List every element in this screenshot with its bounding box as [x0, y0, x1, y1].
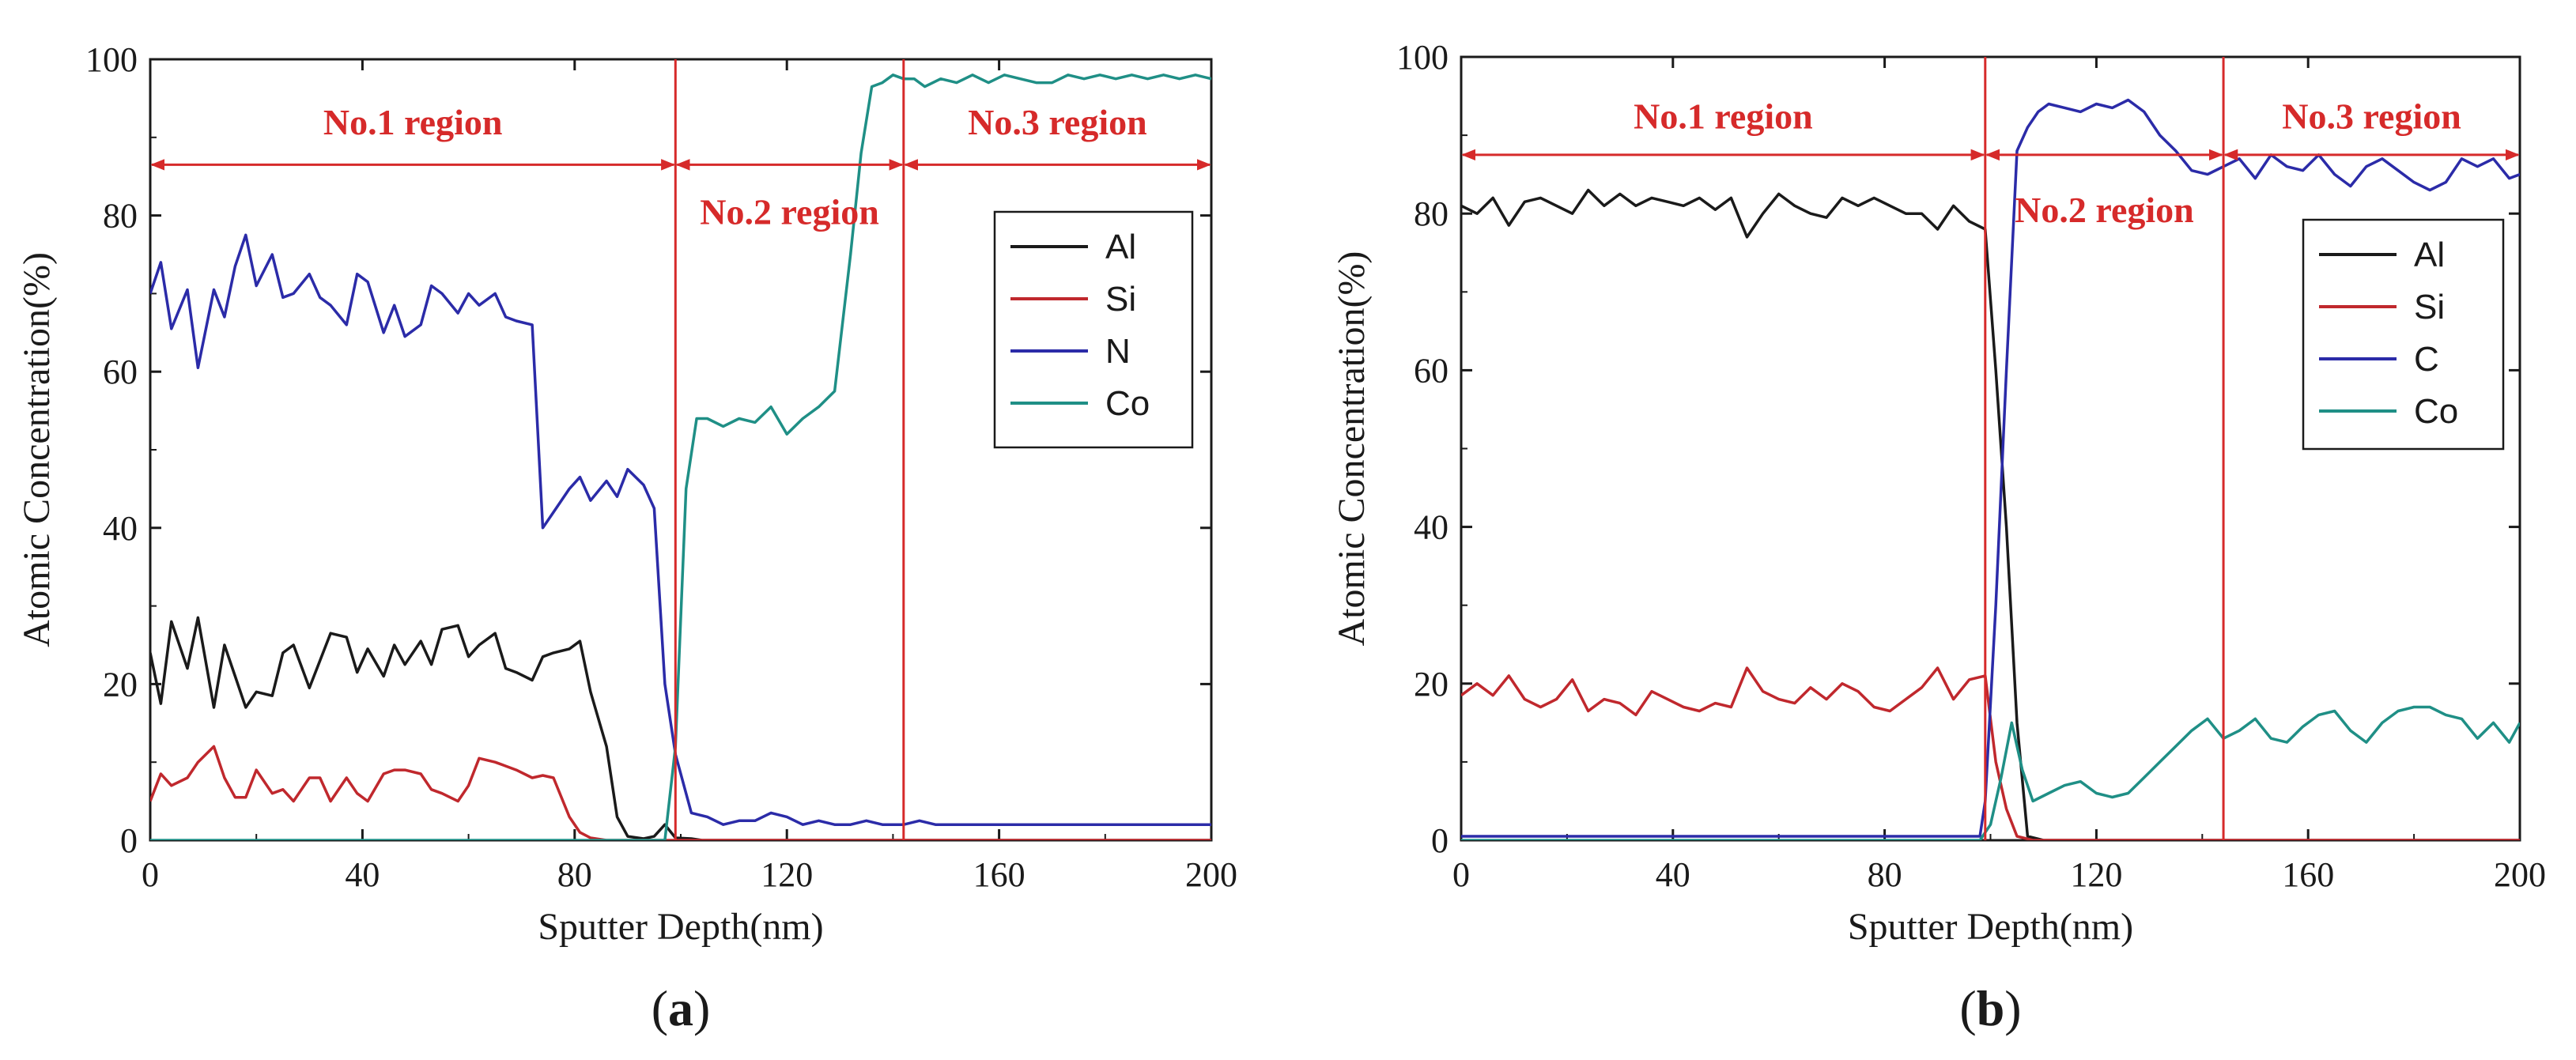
legend-label: Co: [1105, 384, 1150, 423]
region-label: No.3 region: [968, 102, 1147, 142]
x-axis-label: Sputter Depth(nm): [1848, 906, 2133, 948]
legend-label: C: [2414, 340, 2439, 379]
y-tick-label: 0: [1431, 821, 1449, 860]
x-tick-label: 160: [973, 855, 1025, 894]
region-label: No.3 region: [2282, 96, 2461, 136]
x-tick-label: 120: [761, 855, 813, 894]
y-tick-label: 80: [1414, 194, 1449, 233]
panel-label: (a): [652, 980, 711, 1036]
legend-label: N: [1105, 332, 1131, 371]
panel-a-chart: 0 40 80 120 160 200 0 20 40 60 80 100 Sputter Depth(…: [16, 40, 1237, 1036]
panel-letter: a: [668, 980, 693, 1036]
x-tick-label: 0: [1452, 855, 1470, 894]
x-tick-label: 80: [557, 855, 592, 894]
series-line-c: [1461, 98, 2520, 838]
series-line-si: [1461, 666, 2520, 840]
region-label: No.2 region: [2015, 190, 2194, 230]
panel-b-chart: 0 40 80 120 160 200 0 20 40 60 80 100 Sputter Depth(…: [1331, 38, 2546, 1036]
legend-label: Si: [1105, 280, 1136, 319]
y-tick-label: 20: [103, 665, 138, 704]
region-label: No.2 region: [700, 192, 879, 232]
y-tick-label: 20: [1414, 665, 1449, 704]
series-line-co: [1461, 705, 2520, 840]
region-label: No.1 region: [1634, 96, 1813, 136]
y-tick-label: 40: [103, 509, 138, 548]
region-label: No.1 region: [323, 102, 503, 142]
y-axis-label: Atomic Concentration(%): [1331, 251, 1373, 647]
panel-letter: b: [1977, 980, 2005, 1036]
y-tick-label: 0: [120, 821, 138, 860]
panel-label: (b): [1959, 980, 2021, 1036]
series-group: [1461, 98, 2520, 840]
y-tick-label: 60: [1414, 351, 1449, 390]
legend-label: Al: [2414, 236, 2445, 274]
y-tick-label: 40: [1414, 508, 1449, 547]
x-tick-label: 40: [345, 855, 380, 894]
series-group: [150, 74, 1211, 840]
y-tick-label: 80: [103, 197, 138, 236]
x-tick-label: 80: [1868, 855, 1902, 894]
y-tick-label: 100: [1396, 38, 1449, 77]
plot-frame: [149, 58, 1213, 842]
x-tick-label: 160: [2282, 855, 2334, 894]
y-axis-label: Atomic Concentration(%): [16, 252, 58, 647]
legend-label: Co: [2414, 392, 2458, 431]
series-line-n: [150, 233, 1211, 826]
x-axis-label: Sputter Depth(nm): [538, 906, 823, 948]
series-line-co: [150, 74, 1211, 840]
x-tick-label: 120: [2070, 855, 2122, 894]
legend-box: [993, 210, 1194, 449]
series-line-si: [150, 745, 1211, 840]
series-line-al: [1461, 188, 2520, 840]
y-tick-label: 60: [103, 353, 138, 391]
y-tick-label: 100: [85, 40, 138, 79]
x-tick-label: 40: [1656, 855, 1690, 894]
x-tick-label: 200: [2494, 855, 2546, 894]
x-tick-label: 0: [142, 855, 159, 894]
x-tick-label: 200: [1185, 855, 1237, 894]
series-line-al: [150, 616, 1211, 840]
legend-label: Si: [2414, 288, 2445, 326]
legend-label: Al: [1105, 228, 1136, 266]
